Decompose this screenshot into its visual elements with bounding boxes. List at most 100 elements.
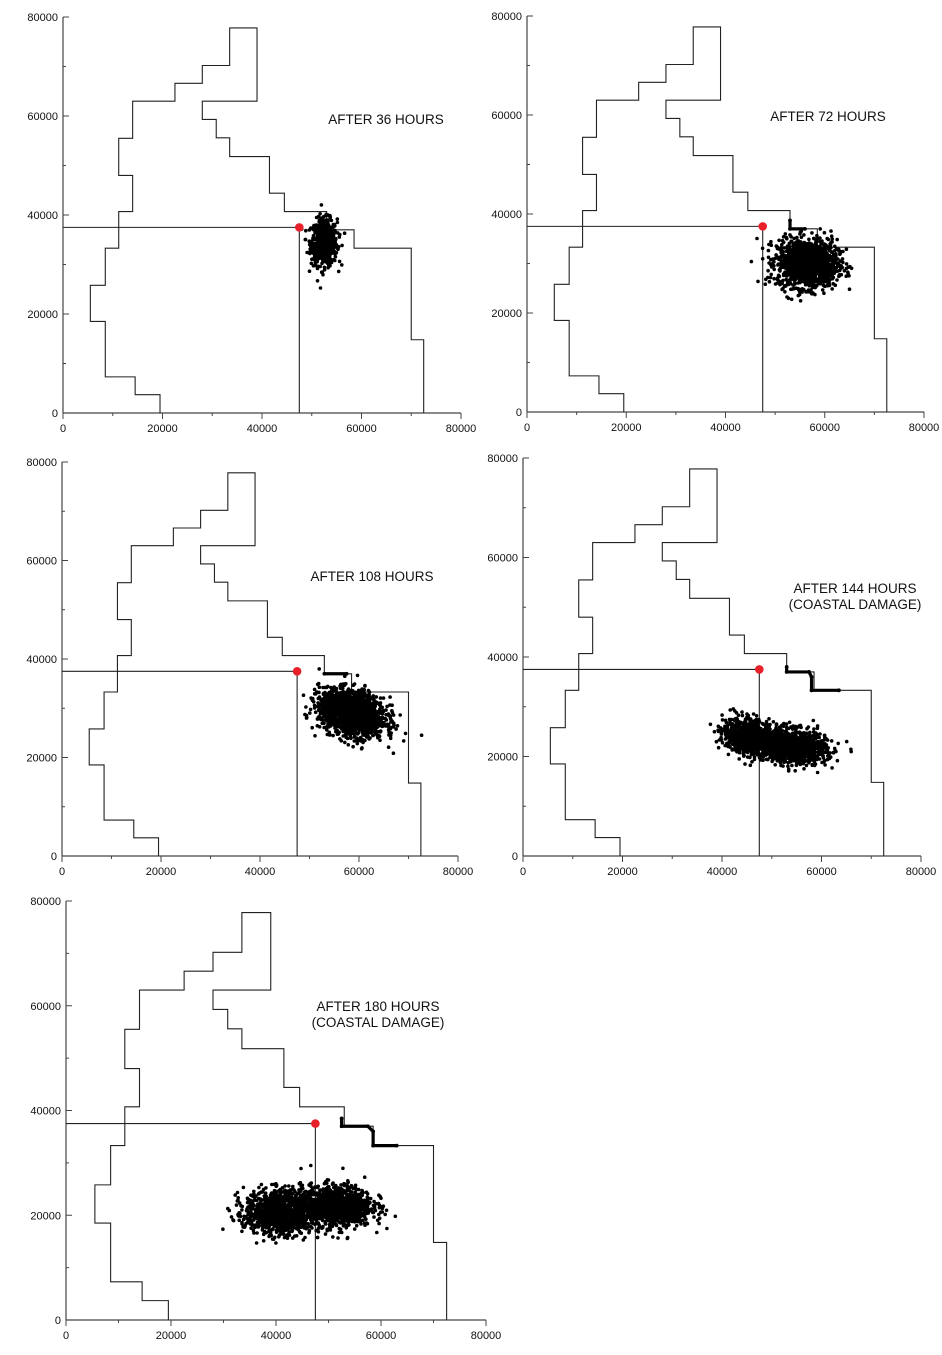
particle (719, 732, 724, 736)
particle (791, 283, 795, 287)
particle (332, 251, 336, 255)
particle (820, 275, 825, 279)
particle (838, 251, 842, 256)
particle (315, 244, 320, 248)
particle (799, 235, 804, 240)
particle (804, 266, 808, 271)
particle (317, 220, 322, 224)
particle (789, 255, 794, 259)
release-point (292, 667, 302, 676)
particle (836, 269, 840, 273)
particle (311, 251, 315, 255)
particle (339, 739, 344, 743)
particle (391, 713, 396, 717)
particle (726, 733, 730, 737)
particle (394, 727, 398, 731)
particle (340, 243, 344, 248)
particle (309, 261, 314, 266)
particle (313, 692, 318, 696)
particle (835, 237, 839, 242)
particle (796, 293, 801, 298)
particle (786, 263, 791, 268)
particle (809, 288, 813, 293)
particle (320, 247, 324, 252)
y-tick-label: 80000 (487, 453, 518, 465)
particle (800, 279, 805, 284)
x-tick-label: 60000 (346, 423, 377, 435)
particle (841, 249, 845, 254)
particle (844, 247, 849, 251)
particle (799, 247, 804, 251)
particle (825, 263, 829, 267)
particle (739, 734, 743, 738)
particle (345, 736, 350, 741)
particle (789, 297, 794, 302)
particle (312, 243, 316, 248)
particle (829, 250, 834, 254)
particle (390, 709, 394, 713)
particle (837, 264, 842, 268)
x-tick-label: 20000 (607, 866, 638, 878)
particle (809, 273, 813, 278)
particle (307, 228, 312, 232)
coastline (549, 468, 885, 856)
particle (821, 279, 826, 284)
particle (801, 253, 805, 258)
particle (332, 231, 336, 236)
particle (781, 260, 785, 265)
x-tick-label: 80000 (443, 866, 474, 878)
particle (333, 710, 338, 715)
particle (380, 715, 385, 720)
particle (733, 748, 737, 752)
channel-line (63, 226, 300, 413)
particle (361, 740, 365, 745)
particle (730, 722, 735, 726)
particle (755, 236, 759, 241)
particle (349, 689, 354, 694)
stranded-particle (837, 688, 841, 693)
y-tick-label: 60000 (26, 556, 57, 568)
particle (793, 266, 797, 271)
particle (326, 213, 330, 217)
particle (714, 739, 719, 744)
particle (310, 239, 314, 243)
particle (796, 242, 801, 246)
particle (308, 247, 313, 251)
particle (336, 269, 341, 274)
particle (818, 257, 823, 261)
particle (819, 242, 824, 246)
particle (808, 252, 813, 256)
particle (787, 720, 792, 725)
particle (784, 261, 788, 265)
stranded-particle (784, 665, 789, 669)
particle (341, 686, 345, 691)
particle (324, 231, 329, 235)
particle (744, 743, 749, 747)
particle (317, 725, 322, 729)
particle (804, 259, 809, 263)
particle (325, 225, 329, 229)
particle (390, 703, 394, 707)
particle (341, 727, 345, 731)
y-tick-label: 40000 (491, 209, 522, 221)
particle (726, 744, 730, 749)
particle (388, 695, 392, 699)
particle (772, 276, 776, 281)
particle (324, 247, 328, 251)
y-tick-label: 20000 (26, 753, 57, 765)
particle (728, 708, 732, 712)
particle (363, 730, 368, 735)
particle (810, 246, 815, 251)
particle (333, 254, 338, 259)
particle (777, 274, 782, 279)
particle (735, 729, 740, 733)
particle (346, 743, 351, 747)
particle (336, 247, 340, 252)
particle (337, 712, 342, 716)
particle (383, 723, 387, 728)
particle (323, 700, 328, 705)
particle (764, 721, 769, 725)
particle (398, 713, 403, 717)
particle (798, 232, 802, 236)
particle (760, 257, 765, 261)
